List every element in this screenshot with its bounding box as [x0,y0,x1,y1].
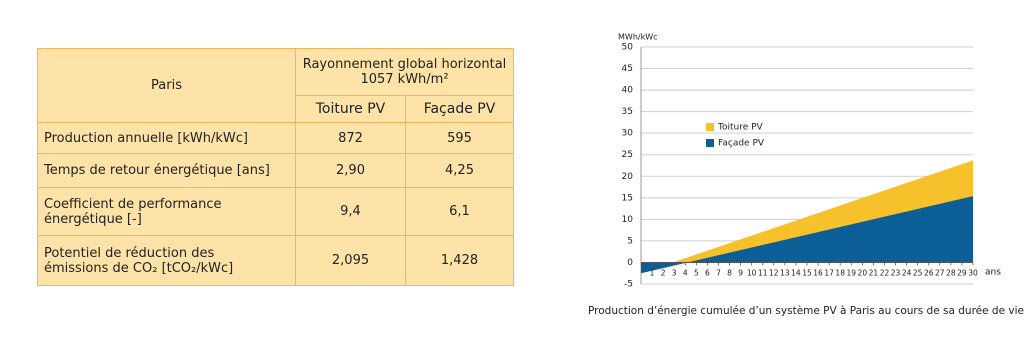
group-line: 1057 kWh/m² [360,72,449,87]
row-label-line: Temps de retour énergétique [ans] [44,163,270,178]
x-tick-label: 13 [780,268,790,277]
x-tick-label: 2 [661,268,666,277]
x-tick-label: 12 [769,268,779,277]
x-tick-label: 17 [824,268,834,277]
x-tick-label: 28 [946,268,956,277]
row-label-line: Coefficient de performance [44,196,222,212]
x-tick-label: 24 [902,268,912,277]
city-header: Paris [37,48,296,123]
x-tick-label: 30 [968,268,978,277]
y-tick-label: 5 [627,236,633,246]
row-label: Potentiel de réduction des émissions de C… [37,235,296,286]
table-row: Temps de retour énergétique [ans] 2,90 4,2… [37,153,514,188]
y-tick-label: 0 [627,258,633,268]
x-tick-label: 14 [791,268,801,277]
legend-label: Façade PV [718,139,765,149]
area [641,196,973,274]
cell: 1,428 [405,235,514,286]
table-row: Production annuelle [kWh/kWc] 872 595 [37,122,514,154]
cell: 2,095 [295,235,406,286]
y-tick-label: 50 [622,43,634,53]
x-tick-label: 7 [716,268,721,277]
x-tick-label: 29 [957,268,967,277]
y-tick-label: 35 [622,107,633,117]
row-label-line: énergétique [-] [44,211,142,227]
x-axis-label: ans [985,268,1001,278]
x-tick-label: 27 [935,268,945,277]
y-tick-label: 25 [622,150,633,160]
y-tick-label: 10 [622,215,634,225]
cell: 9,4 [295,187,406,236]
x-tick-label: 9 [738,268,743,277]
caption: Production d’énergie cumulée d’un systèm… [588,305,1024,317]
column-header: Façade PV [405,95,514,123]
y-tick-label: 20 [622,172,634,182]
legend-swatch [706,123,714,131]
x-tick-label: 4 [683,268,688,277]
x-tick-label: 26 [924,268,934,277]
x-tick-label: 21 [869,268,879,277]
x-tick-label: 22 [880,268,890,277]
y-tick-label: -5 [624,280,633,290]
y-axis-label: MWh/kWc [618,33,658,42]
y-tick-label: 30 [622,129,634,139]
cell: 595 [405,122,514,154]
legend-swatch [706,139,714,147]
x-tick-label: 15 [802,268,812,277]
table-row: Coefficient de performance énergétique [-… [37,187,514,236]
row-label-line: émissions de CO₂ [tCO₂/kWc] [44,260,234,276]
x-tick-label: 18 [835,268,845,277]
cell: 6,1 [405,187,514,236]
x-tick-label: 16 [813,268,823,277]
x-tick-label: 25 [913,268,923,277]
x-tick-label: 8 [727,268,732,277]
cell: 872 [295,122,406,154]
y-tick-label: 15 [622,193,633,203]
x-tick-label: 3 [672,268,677,277]
y-tick-label: 40 [622,86,634,96]
x-tick-label: 1 [650,268,655,277]
row-label: Coefficient de performance énergétique [-… [37,187,296,236]
row-label-line: Potentiel de réduction des [44,245,215,261]
legend-label: Toiture PV [717,123,764,133]
x-tick-label: 6 [705,268,710,277]
x-tick-label: 19 [846,268,856,277]
row-label-line: Production annuelle [kWh/kWc] [44,130,249,146]
x-tick-label: 11 [758,268,768,277]
group-header: Rayonnement global horizontal 1057 kWh/m² [295,48,514,96]
x-tick-label: 23 [891,268,901,277]
y-tick-label: 45 [622,64,633,74]
row-label: Production annuelle [kWh/kWc] [37,122,296,154]
data-table: Paris Rayonnement global horizontal 1057 … [37,48,514,286]
x-tick-label: 20 [858,268,868,277]
group-line: Rayonnement global horizontal [302,57,507,72]
table-row: Potentiel de réduction des émissions de C… [37,235,514,286]
x-tick-label: 10 [747,268,757,277]
x-tick-label: 5 [694,268,699,277]
